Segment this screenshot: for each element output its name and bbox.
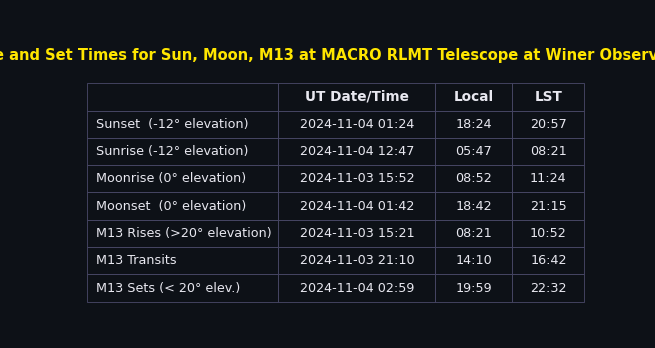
Bar	[87, 274, 278, 302]
Text: 14:10: 14:10	[455, 254, 492, 267]
Text: 08:52: 08:52	[455, 172, 492, 185]
Bar	[278, 111, 435, 138]
Text: 19:59: 19:59	[455, 282, 492, 294]
Bar	[87, 83, 278, 111]
Bar	[512, 111, 584, 138]
Bar	[512, 138, 584, 165]
Bar	[435, 111, 512, 138]
Text: Moonrise (0° elevation): Moonrise (0° elevation)	[96, 172, 246, 185]
Bar	[512, 220, 584, 247]
Text: Sunset  (-12° elevation): Sunset (-12° elevation)	[96, 118, 249, 131]
Bar	[435, 165, 512, 192]
Bar	[87, 220, 278, 247]
Bar	[435, 192, 512, 220]
Text: 18:24: 18:24	[455, 118, 492, 131]
Text: 2024-11-04 01:24: 2024-11-04 01:24	[299, 118, 414, 131]
Bar	[278, 83, 435, 111]
Bar	[87, 111, 278, 138]
Bar	[435, 247, 512, 274]
Text: M13 Sets (< 20° elev.): M13 Sets (< 20° elev.)	[96, 282, 240, 294]
Bar	[435, 274, 512, 302]
Bar	[278, 220, 435, 247]
Text: 2024-11-04 12:47: 2024-11-04 12:47	[299, 145, 414, 158]
Text: Local: Local	[454, 90, 494, 104]
Bar	[278, 165, 435, 192]
Text: M13 Transits: M13 Transits	[96, 254, 177, 267]
Text: 16:42: 16:42	[530, 254, 567, 267]
Bar	[87, 247, 278, 274]
Text: Rise and Set Times for Sun, Moon, M13 at MACRO RLMT Telescope at Winer Observato: Rise and Set Times for Sun, Moon, M13 at…	[0, 48, 655, 63]
Bar	[435, 83, 512, 111]
Text: 2024-11-03 15:21: 2024-11-03 15:21	[299, 227, 414, 240]
Text: 21:15: 21:15	[530, 200, 567, 213]
Bar	[87, 138, 278, 165]
Text: M13 Rises (>20° elevation): M13 Rises (>20° elevation)	[96, 227, 272, 240]
Bar	[512, 274, 584, 302]
Text: 20:57: 20:57	[530, 118, 567, 131]
Text: UT Date/Time: UT Date/Time	[305, 90, 409, 104]
Text: Moonset  (0° elevation): Moonset (0° elevation)	[96, 200, 246, 213]
Text: 08:21: 08:21	[455, 227, 492, 240]
Text: 2024-11-04 02:59: 2024-11-04 02:59	[299, 282, 414, 294]
Text: Sunrise (-12° elevation): Sunrise (-12° elevation)	[96, 145, 248, 158]
Bar	[278, 192, 435, 220]
Bar	[278, 247, 435, 274]
Text: LST: LST	[534, 90, 562, 104]
Bar	[278, 274, 435, 302]
Text: 2024-11-04 01:42: 2024-11-04 01:42	[299, 200, 414, 213]
Bar	[512, 165, 584, 192]
Text: 18:42: 18:42	[455, 200, 492, 213]
Bar	[87, 165, 278, 192]
Bar	[435, 220, 512, 247]
Bar	[512, 83, 584, 111]
Text: 2024-11-03 21:10: 2024-11-03 21:10	[299, 254, 414, 267]
Text: 10:52: 10:52	[530, 227, 567, 240]
Bar	[87, 192, 278, 220]
Text: 11:24: 11:24	[530, 172, 567, 185]
Text: 22:32: 22:32	[530, 282, 567, 294]
Text: 05:47: 05:47	[455, 145, 492, 158]
Text: 2024-11-03 15:52: 2024-11-03 15:52	[299, 172, 414, 185]
Bar	[512, 192, 584, 220]
Bar	[512, 247, 584, 274]
Text: 08:21: 08:21	[530, 145, 567, 158]
Bar	[278, 138, 435, 165]
Bar	[435, 138, 512, 165]
